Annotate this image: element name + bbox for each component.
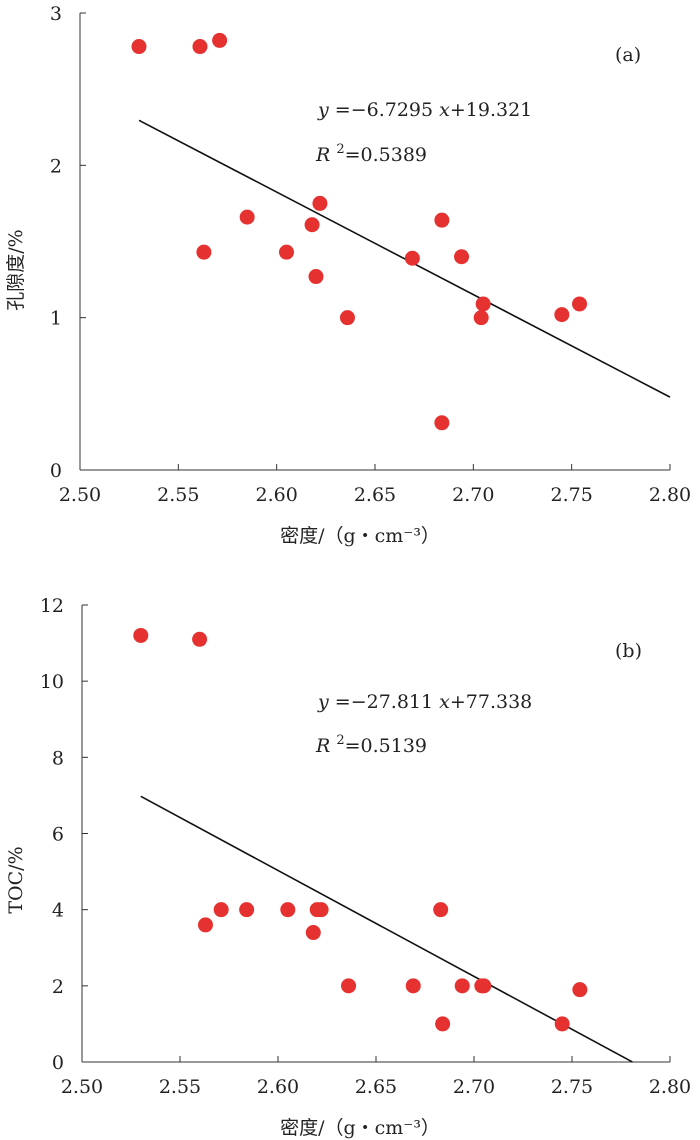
panel-b-x-tick-label: 2.70 [453, 1076, 495, 1098]
panel-a-y-tick-label: 1 [50, 308, 62, 330]
panel-a-data-point [196, 244, 212, 260]
panel-b-data-point [572, 982, 588, 998]
panel-b-data-point [454, 978, 470, 994]
panel-a-x-axis-title: 密度/（g・cm⁻³） [280, 525, 440, 547]
panel-b-data-point [305, 925, 321, 941]
panel-b-trend-line [140, 795, 633, 1063]
panel-b-x-axis-title: 密度/（g・cm⁻³） [280, 1117, 440, 1139]
panel-b-y-axis-title: TOC/% [5, 846, 27, 913]
panel-b-y-tick-label: 6 [52, 824, 64, 846]
panel-a-data-point [475, 296, 491, 312]
panel-b-data-point [476, 978, 492, 994]
panel-b-x-tick-label: 2.55 [159, 1076, 201, 1098]
panel-b-x-tick-label: 2.80 [649, 1076, 691, 1098]
panel-a-data-point [308, 269, 324, 285]
panel-a-data-point [239, 209, 255, 225]
panel-a-data-point [312, 195, 328, 211]
panel-b-y-tick-label: 10 [40, 671, 64, 693]
panel-a-data-point [304, 217, 320, 233]
panel-a-y-axis-title: 孔隙度/% [5, 229, 27, 310]
panel-a-data-point [212, 32, 228, 48]
panel-b-equation: y =−27.811 x+77.338 [317, 691, 532, 713]
panel-b-data-point [280, 902, 296, 918]
panel-b-data-point [433, 902, 449, 918]
panel-b-data-point [313, 902, 329, 918]
panel-b-y-tick-label: 0 [52, 1052, 64, 1074]
panel-b-data-point [435, 1016, 451, 1032]
panel-a-r-squared: R 2=0.5389 [315, 142, 427, 166]
panel-a-x-tick-label: 2.65 [354, 484, 396, 506]
panel-b-x-tick-label: 2.65 [355, 1076, 397, 1098]
panel-b-label: (b) [615, 640, 642, 662]
panel-b-data-point [197, 917, 213, 933]
panel-b-x-tick-label: 2.50 [61, 1076, 103, 1098]
panel-a-data-point [554, 307, 570, 323]
panel-b-data-point [133, 627, 149, 643]
panel-a-data-point [404, 250, 420, 266]
panel-b-y-tick-label: 2 [52, 976, 64, 998]
panel-b-y-tick-label: 4 [52, 900, 64, 922]
panel-a-data-point [192, 39, 208, 55]
panel-a-scatter: 2.50 2.55 2.60 2.65 2.70 2.75 2.80 0 1 2 3 (a) y =… [5, 3, 691, 547]
panel-a-x-tick-label: 2.70 [452, 484, 494, 506]
panel-a-x-tick-label: 2.50 [59, 484, 101, 506]
panel-a-data-point [339, 310, 355, 326]
panel-b-x-tick-label: 2.75 [551, 1076, 593, 1098]
panel-b-data-point [213, 902, 229, 918]
panel-a-data-point [454, 249, 470, 265]
panel-b-y-tick-label: 12 [40, 595, 64, 617]
panel-a-trend-line [138, 119, 671, 398]
panel-a-data-point [572, 296, 588, 312]
panel-a-data-point [279, 244, 294, 260]
panel-b-data-point [554, 1016, 570, 1032]
panel-b-scatter: 2.50 2.55 2.60 2.65 2.70 2.75 2.80 0 2 4 6 8 10 12 (b… [5, 595, 691, 1139]
panel-b-data-point [405, 978, 421, 994]
panel-b-x-tick-label: 2.60 [257, 1076, 299, 1098]
panel-a-x-tick-label: 2.55 [157, 484, 199, 506]
panel-a-label: (a) [615, 44, 641, 66]
panel-a-data-point [434, 212, 450, 228]
panel-a-x-tick-label: 2.80 [649, 484, 691, 506]
panel-a-data-point [434, 415, 450, 431]
panel-a-equation: y =−6.7295 x+19.321 [317, 99, 532, 121]
panel-b-r-squared: R 2=0.5139 [315, 733, 427, 757]
panel-a-y-tick-label: 2 [50, 155, 62, 177]
panel-a-data-point [131, 39, 147, 55]
panel-b-data-point [341, 978, 357, 994]
panel-b-data-point [239, 902, 255, 918]
panel-a-y-tick-label: 0 [50, 460, 62, 482]
panel-b-y-tick-label: 8 [52, 747, 64, 769]
panel-a-data-point [473, 310, 489, 326]
panel-a-y-tick-label: 3 [50, 3, 62, 25]
panel-b-data-point [192, 631, 208, 647]
panel-a-x-tick-label: 2.60 [256, 484, 298, 506]
panel-a-x-tick-label: 2.75 [551, 484, 593, 506]
